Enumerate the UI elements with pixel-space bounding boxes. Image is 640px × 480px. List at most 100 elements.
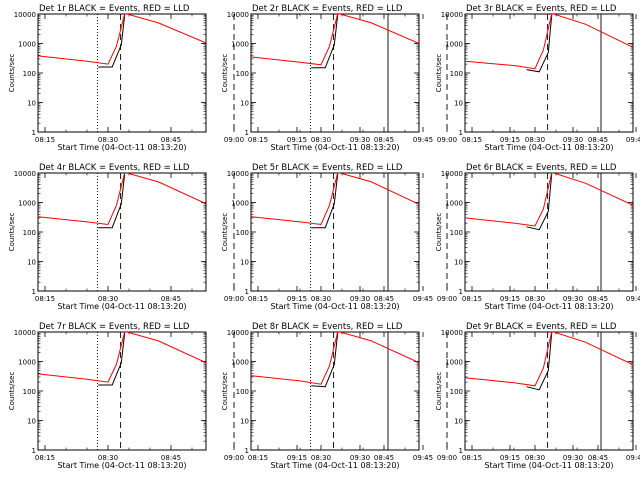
x-tick-label: 08:45 (374, 295, 394, 303)
x-tick-label: 08:30 (98, 136, 118, 144)
x-tick-label: 09:30 (563, 454, 583, 462)
y-tick-label: 100 (236, 229, 249, 237)
panel-det-4: Det 4r BLACK = Events, RED = LLD11010010… (8, 163, 433, 311)
events-series-line (98, 173, 126, 229)
y-tick-label: 1000 (445, 200, 463, 208)
plot-frame (464, 172, 634, 292)
y-tick-label: 10000 (227, 170, 249, 178)
x-axis-label: Start Time (04-Oct-11 08:13:20) (484, 143, 613, 152)
y-axis-label: Counts/sec (8, 213, 16, 252)
plot-frame (37, 331, 207, 451)
x-tick-label: 08:30 (311, 454, 331, 462)
y-tick-label: 100 (450, 229, 463, 237)
lld-series-line (251, 332, 419, 385)
x-tick-label: 08:45 (588, 454, 608, 462)
lld-series-line (38, 14, 206, 65)
x-axis-label: Start Time (04-Oct-11 08:13:20) (57, 302, 186, 311)
x-tick-label: 09:30 (563, 295, 583, 303)
x-tick-label: 09:45 (626, 454, 640, 462)
events-series-line (526, 173, 553, 231)
y-tick-label: 100 (236, 388, 249, 396)
plot-frame (37, 13, 207, 133)
y-tick-label: 10 (27, 100, 36, 108)
y-tick-label: 1000 (18, 41, 36, 49)
plot-frame (250, 172, 420, 292)
panel-title: Det 2r BLACK = Events, RED = LLD (252, 4, 403, 14)
y-tick-label: 1 (245, 288, 249, 296)
lld-series-line (251, 173, 419, 226)
panel-title: Det 9r BLACK = Events, RED = LLD (466, 322, 617, 332)
y-tick-label: 100 (236, 70, 249, 78)
y-tick-label: 10 (454, 259, 463, 267)
x-tick-label: 08:45 (161, 295, 181, 303)
x-tick-label: 09:00 (437, 454, 457, 462)
x-tick-label: 08:15 (248, 295, 268, 303)
panel-title: Det 7r BLACK = Events, RED = LLD (39, 322, 190, 332)
y-tick-label: 100 (23, 70, 36, 78)
events-series-line (311, 173, 339, 229)
y-axis-label: Counts/sec (435, 372, 443, 411)
y-tick-label: 10 (240, 418, 249, 426)
panel-det-8: Det 8r BLACK = Events, RED = LLD 1 10 100 10… (221, 322, 640, 470)
x-tick-label: 09:30 (350, 295, 370, 303)
x-tick-label: 09:15 (500, 295, 520, 303)
x-tick-label: 09:15 (500, 136, 520, 144)
y-tick-label: 10000 (227, 11, 249, 19)
y-tick-label: 10 (240, 100, 249, 108)
y-tick-label: 1 (459, 288, 463, 296)
y-tick-label: 1 (32, 447, 36, 455)
y-tick-label: 1000 (445, 359, 463, 367)
x-tick-label: 09:45 (413, 295, 433, 303)
panel-det-7: Det 7r BLACK = Events, RED = LLD 1 10 100 10… (8, 322, 433, 470)
x-tick-label: 09:45 (626, 136, 640, 144)
plot-frame (250, 331, 420, 451)
y-tick-label: 100 (450, 388, 463, 396)
x-tick-label: 09:45 (626, 295, 640, 303)
lld-series-line (465, 173, 633, 227)
y-tick-label: 1000 (231, 41, 249, 49)
y-axis-label: Counts/sec (8, 54, 16, 93)
x-tick-label: 09:45 (413, 454, 433, 462)
x-tick-label: 09:30 (350, 136, 370, 144)
x-axis-label: Start Time (04-Oct-11 08:13:20) (270, 302, 399, 311)
x-tick-label: 09:00 (437, 136, 457, 144)
x-tick-label: 09:00 (437, 295, 457, 303)
x-tick-label: 09:15 (287, 454, 307, 462)
panel-title: Det 6r BLACK = Events, RED = LLD (466, 163, 617, 173)
x-tick-label: 09:00 (224, 295, 244, 303)
x-tick-label: 08:45 (161, 136, 181, 144)
plot-data (465, 14, 633, 73)
plot-data (465, 173, 633, 231)
x-tick-label: 08:15 (462, 136, 482, 144)
x-tick-label: 08:30 (525, 454, 545, 462)
x-tick-label: 09:00 (224, 136, 244, 144)
panel-title: Det 5r BLACK = Events, RED = LLD (252, 163, 403, 173)
y-tick-label: 1 (32, 288, 36, 296)
plot-data (251, 332, 419, 388)
y-tick-label: 1000 (231, 200, 249, 208)
plot-frame (464, 13, 634, 133)
x-tick-label: 09:15 (287, 295, 307, 303)
y-tick-label: 100 (23, 229, 36, 237)
y-tick-label: 1000 (231, 359, 249, 367)
x-axis-label: Start Time (04-Oct-11 08:13:20) (57, 143, 186, 152)
plot-data (465, 332, 633, 391)
y-tick-label: 10 (27, 259, 36, 267)
events-series-line (98, 14, 126, 68)
y-tick-label: 10 (27, 418, 36, 426)
x-tick-label: 08:15 (462, 454, 482, 462)
x-tick-label: 08:30 (98, 454, 118, 462)
y-tick-label: 1000 (18, 200, 36, 208)
y-tick-label: 1 (32, 129, 36, 137)
y-tick-label: 1 (459, 447, 463, 455)
x-tick-label: 09:15 (500, 454, 520, 462)
x-tick-label: 08:30 (98, 295, 118, 303)
x-tick-label: 09:15 (287, 136, 307, 144)
panel-title: Det 8r BLACK = Events, RED = LLD (252, 322, 403, 332)
x-tick-label: 08:45 (588, 136, 608, 144)
panel-det-3: Det 3r BLACK = Events, RED = LLD 1 10 100 10… (435, 4, 634, 152)
x-tick-label: 09:30 (350, 454, 370, 462)
events-series-line (311, 332, 339, 388)
x-tick-label: 08:15 (462, 295, 482, 303)
